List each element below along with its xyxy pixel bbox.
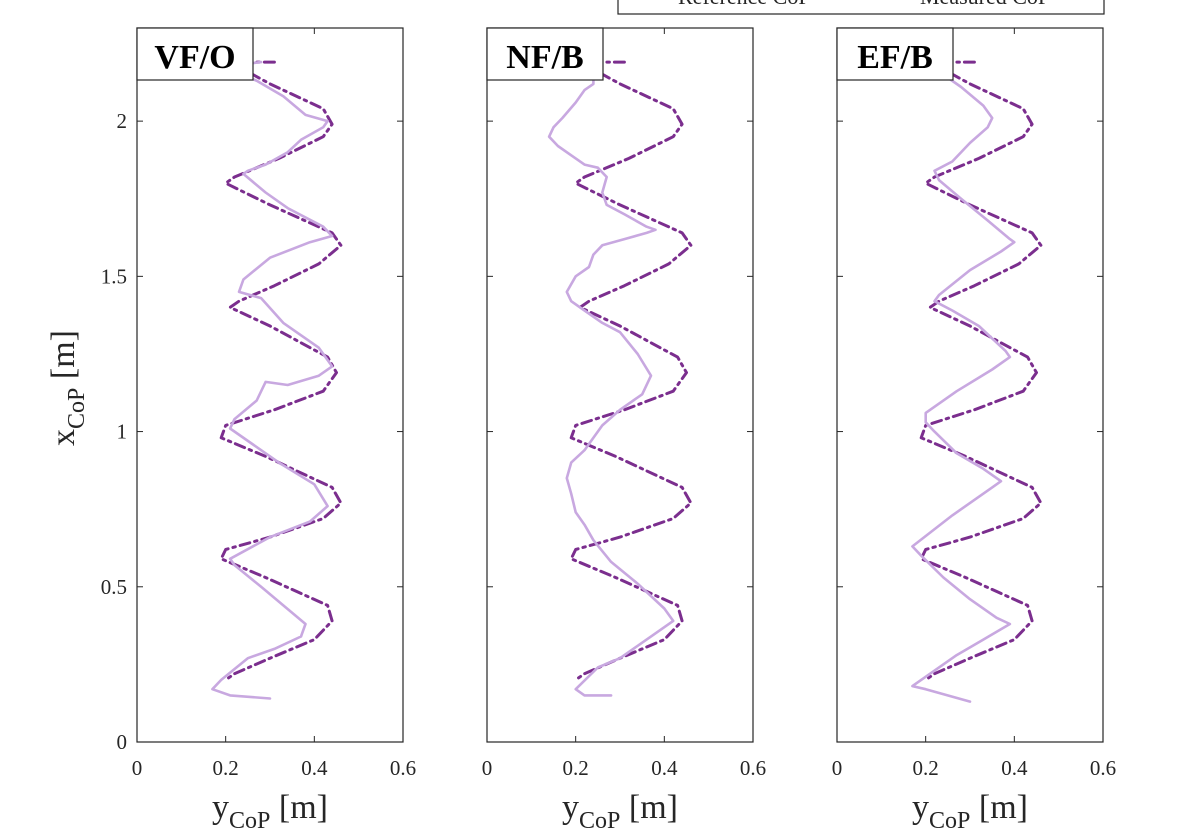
series-line-reference-cop — [211, 60, 334, 700]
x-tick-label: 0.4 — [651, 756, 678, 780]
x-tick-label: 0.6 — [390, 756, 416, 780]
x-axis-label-sub: CoP — [929, 808, 970, 834]
x-tick-label: 0.2 — [213, 756, 239, 780]
y-axis-label: xCoP [m] — [45, 330, 90, 446]
panel-title-box — [486, 27, 604, 81]
panel-3: 0 0.2 0.4 0.6 yCoP [m] EF/B — [832, 27, 1116, 834]
x-tick-label: 0.2 — [913, 756, 939, 780]
series-line-reference-cop — [547, 73, 675, 697]
legend-label-measured: Measured CoP — [920, 0, 1050, 9]
legend-box — [617, 0, 1105, 15]
x-axis-label: yCoP [m] — [912, 789, 1028, 834]
panel-1: 0 0.5 1 1.5 2 0 0.2 0.4 0.6 yCoP [m] VF/O — [101, 27, 416, 834]
panel-axes-box — [136, 27, 404, 743]
panel-title-box — [136, 27, 254, 81]
legend: Reference CoP Measured CoP — [617, 0, 1105, 15]
panel-title: NF/B — [506, 39, 583, 76]
y-axis-label-space — [45, 379, 82, 388]
x-axis-label: yCoP [m] — [212, 789, 328, 834]
x-tick-label: 0.6 — [1090, 756, 1116, 780]
x-axis-label-sub: CoP — [579, 808, 620, 834]
x-axis-label-unit: [m] — [270, 789, 328, 826]
y-tick-label: 0.5 — [101, 575, 127, 599]
x-tick-label: 0.4 — [301, 756, 328, 780]
panel-title-box — [836, 27, 954, 81]
series-line-measured-cop — [569, 60, 693, 682]
x-axis-label-main: y — [562, 789, 579, 826]
legend-label-reference: Reference CoP — [678, 0, 811, 9]
y-tick-label: 1 — [117, 420, 128, 444]
x-tick-label: 0.2 — [563, 756, 589, 780]
x-axis-label-unit: [m] — [620, 789, 678, 826]
x-tick-label: 0 — [482, 756, 493, 780]
x-axis-label-main: y — [212, 789, 229, 826]
x-axis-label-main: y — [912, 789, 929, 826]
panel-series-group — [911, 54, 1043, 703]
panel-title: VF/O — [154, 39, 235, 76]
series-line-reference-cop — [911, 54, 1016, 703]
y-tick-label: 0 — [117, 730, 128, 754]
y-tick-label: 1.5 — [101, 264, 127, 288]
panel-title: EF/B — [857, 39, 933, 76]
x-tick-label: 0.6 — [740, 756, 766, 780]
x-axis-label-unit: [m] — [970, 789, 1028, 826]
x-tick-label: 0.4 — [1001, 756, 1028, 780]
x-axis-label: yCoP [m] — [562, 789, 678, 834]
y-axis-label-sub: CoP — [64, 388, 90, 429]
x-tick-label: 0 — [832, 756, 843, 780]
y-axis-label-main: x — [45, 429, 82, 446]
panel-series-group — [547, 60, 693, 697]
panel-axes-box — [836, 27, 1104, 743]
y-tick-label: 2 — [117, 109, 128, 133]
y-axis-label-unit: [m] — [45, 330, 82, 379]
x-axis-label-sub: CoP — [229, 808, 270, 834]
panel-axes-box — [486, 27, 754, 743]
series-line-measured-cop — [919, 60, 1043, 682]
x-tick-label: 0 — [132, 756, 143, 780]
panel-series-group — [211, 60, 343, 700]
panel-2: 0 0.2 0.4 0.6 yCoP [m] NF/B — [482, 27, 766, 834]
